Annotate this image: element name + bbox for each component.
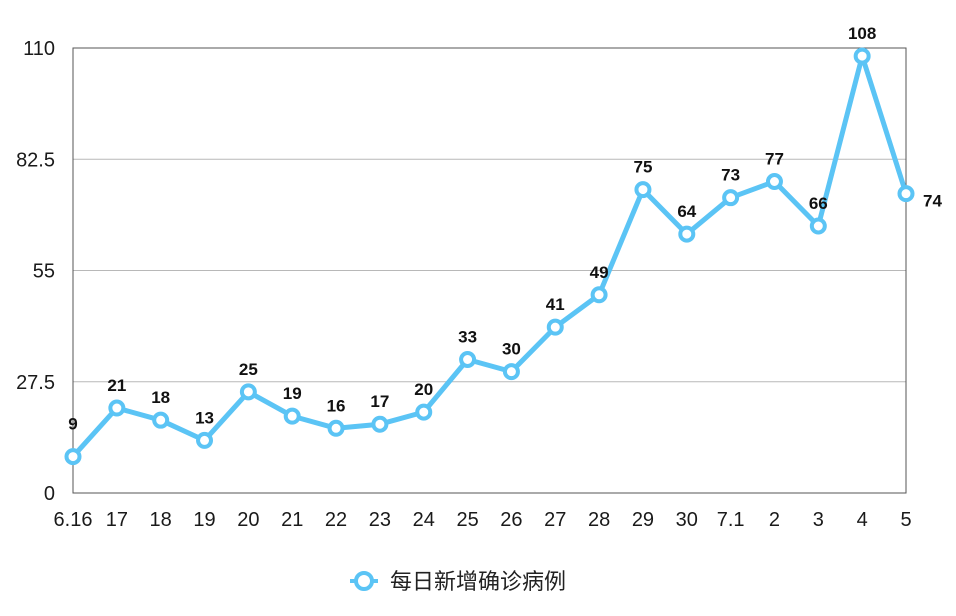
data-label: 25 xyxy=(239,360,258,379)
x-tick-label: 25 xyxy=(456,509,478,531)
data-point xyxy=(502,363,520,381)
data-points xyxy=(64,47,915,466)
x-tick-label: 22 xyxy=(325,509,347,531)
data-point xyxy=(327,419,345,437)
data-point xyxy=(283,407,301,425)
data-label: 16 xyxy=(327,396,346,415)
x-tick-label: 28 xyxy=(588,509,610,531)
data-labels: 9 21 18 13 25 19 16 17 20 33 30 41 49 75 64 73 77 66 108 74 xyxy=(68,24,942,434)
y-tick-label: 0 xyxy=(44,483,55,505)
y-tick-label: 27.5 xyxy=(16,372,55,394)
x-tick-label: 26 xyxy=(500,509,522,531)
data-point xyxy=(590,286,608,304)
legend: 每日新增确诊病例 xyxy=(350,570,566,595)
data-label: 20 xyxy=(414,380,433,399)
x-tick-label: 3 xyxy=(813,509,824,531)
data-label: 30 xyxy=(502,340,521,359)
x-tick-label: 18 xyxy=(150,509,172,531)
data-label: 108 xyxy=(848,24,876,43)
data-point xyxy=(809,217,827,235)
data-point xyxy=(196,431,214,449)
data-label: 18 xyxy=(151,388,170,407)
x-tick-label: 4 xyxy=(857,509,868,531)
data-point xyxy=(678,225,696,243)
data-label: 13 xyxy=(195,408,214,427)
y-axis-ticks: 0 27.5 55 82.5 110 xyxy=(16,38,55,505)
x-tick-label: 19 xyxy=(193,509,215,531)
data-label: 21 xyxy=(107,376,126,395)
x-tick-label: 5 xyxy=(900,509,911,531)
data-point xyxy=(634,181,652,199)
y-tick-label: 55 xyxy=(33,261,55,283)
data-point xyxy=(459,351,477,368)
x-tick-label: 30 xyxy=(676,509,698,531)
legend-marker xyxy=(354,571,374,591)
data-label: 41 xyxy=(546,295,565,314)
data-point xyxy=(64,448,82,466)
data-point xyxy=(239,383,257,401)
y-tick-label: 82.5 xyxy=(16,149,55,171)
x-tick-label: 23 xyxy=(369,509,391,531)
x-tick-label: 27 xyxy=(544,509,566,531)
data-label: 73 xyxy=(721,166,740,185)
data-point xyxy=(371,415,389,433)
x-tick-label: 24 xyxy=(413,509,435,531)
data-label: 66 xyxy=(809,194,828,213)
x-tick-label: 7.1 xyxy=(717,509,745,531)
data-point xyxy=(546,318,564,336)
data-point xyxy=(415,403,433,421)
data-point xyxy=(765,173,783,190)
x-axis-ticks: 6.16 17 18 19 20 21 22 23 24 25 26 27 28 29 30 7.1 2 3 4 5 xyxy=(54,509,912,531)
data-point xyxy=(108,399,126,417)
legend-label: 每日新增确诊病例 xyxy=(390,570,566,595)
data-point xyxy=(152,411,170,429)
data-point xyxy=(897,185,915,203)
data-point xyxy=(853,47,871,65)
x-tick-label: 17 xyxy=(106,509,128,531)
plot-frame xyxy=(72,47,907,494)
data-label: 74 xyxy=(923,192,942,211)
data-point xyxy=(722,189,740,207)
data-label: 49 xyxy=(590,263,609,282)
data-label: 64 xyxy=(677,202,696,221)
series-line xyxy=(70,53,909,460)
data-label: 33 xyxy=(458,328,477,347)
data-label: 17 xyxy=(370,392,389,411)
data-label: 75 xyxy=(633,158,652,177)
x-tick-label: 21 xyxy=(281,509,303,531)
x-tick-label: 29 xyxy=(632,509,654,531)
x-tick-label: 6.16 xyxy=(54,509,93,531)
gridlines xyxy=(73,158,906,383)
data-label: 19 xyxy=(283,384,302,403)
data-label: 77 xyxy=(765,150,784,169)
y-tick-label: 110 xyxy=(23,38,55,60)
data-label: 9 xyxy=(68,415,77,434)
x-tick-label: 2 xyxy=(769,509,780,531)
x-tick-label: 20 xyxy=(237,509,259,531)
